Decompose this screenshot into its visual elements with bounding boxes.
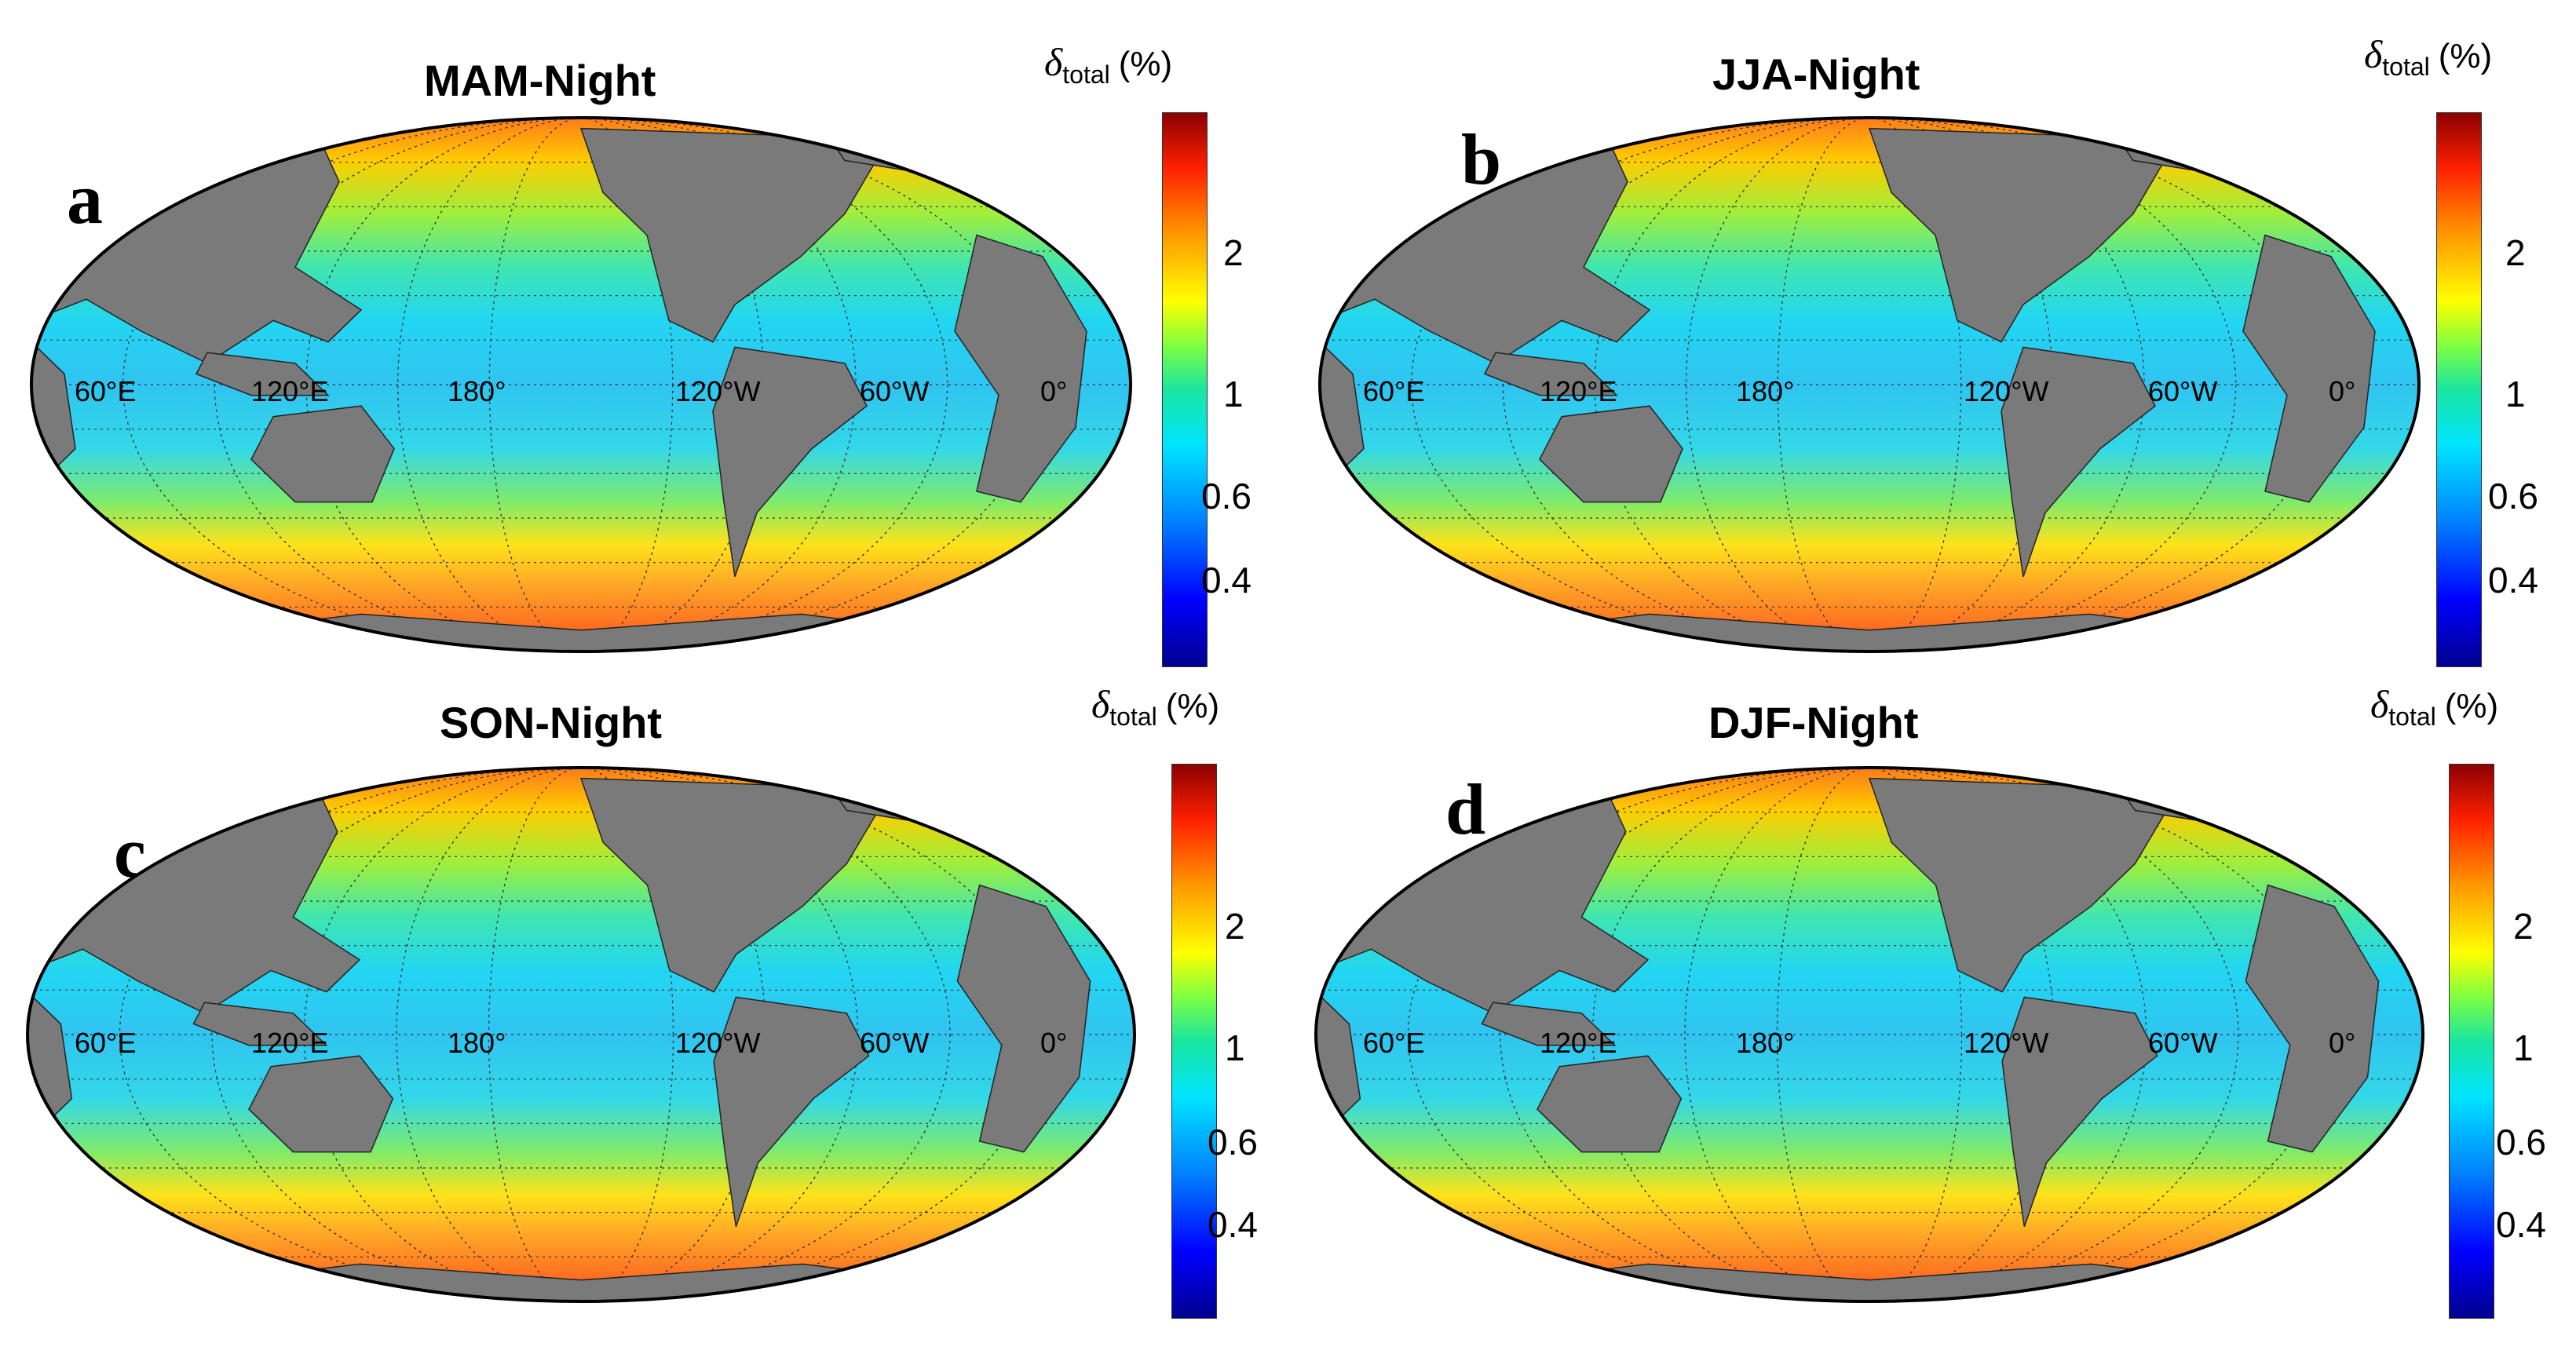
land-north-america [579, 777, 893, 993]
map-panel-b: JJA-Night b 60°E 120°E 180° 120°W 60°W 0… [1288, 0, 2576, 683]
panel-letter: d [1445, 769, 1486, 849]
lon-label-60e: 60°E [1363, 1027, 1425, 1059]
land-indonesia [1481, 1002, 1617, 1046]
land-australia [1539, 405, 1683, 503]
map-body [27, 768, 1135, 1301]
lon-label-180: 180° [448, 375, 506, 407]
lon-label-120e: 120°E [1540, 375, 1617, 407]
land-south-america [713, 996, 870, 1228]
lon-label-120e: 120°E [251, 375, 329, 407]
lon-label-120w: 120°W [1964, 375, 2049, 407]
colorbar-tick-2: 2 [2505, 232, 2526, 273]
colorbar-tick-1: 1 [1223, 374, 1244, 414]
mollweide-map [1314, 766, 2424, 1303]
colorbar [2436, 112, 2482, 667]
lon-label-180: 180° [1736, 375, 1795, 407]
colorbar [1162, 112, 1208, 667]
land-australia [250, 405, 395, 503]
colorbar-tick-1: 1 [2505, 374, 2526, 414]
lon-label-120w: 120°W [675, 1027, 761, 1059]
land-indonesia [192, 1002, 328, 1046]
land-north-america [1868, 127, 2179, 343]
land-south-america [712, 346, 868, 578]
mollweide-map [1318, 116, 2421, 653]
panel-title: MAM-Night [424, 56, 656, 105]
land-africa-east [956, 884, 1091, 1153]
lon-label-60w: 60°W [2148, 1027, 2218, 1059]
land-australia [248, 1055, 394, 1153]
colorbar [2449, 764, 2494, 1319]
map-outline [26, 766, 1136, 1303]
colorbar-tick-0.6: 0.6 [1201, 476, 1251, 516]
lon-label-0: 0° [1040, 375, 1068, 407]
colorbar-title: δtotal (%) [1091, 682, 1220, 731]
lon-label-120w: 120°W [675, 375, 761, 407]
lon-label-120w: 120°W [1964, 1027, 2049, 1059]
land-north-america [1868, 777, 2181, 993]
colorbar-title: δtotal (%) [2364, 32, 2493, 81]
lon-label-120e: 120°E [1540, 1027, 1617, 1059]
map-outline [1314, 766, 2424, 1303]
lon-label-60e: 60°E [75, 1027, 137, 1059]
lon-label-0: 0° [1040, 1027, 1068, 1059]
panel-title: JJA-Night [1712, 49, 1920, 99]
lon-label-60w: 60°W [860, 1027, 930, 1059]
lon-label-180: 180° [1736, 1027, 1795, 1059]
colorbar-title: δtotal (%) [2370, 682, 2499, 731]
lon-label-120e: 120°E [251, 1027, 329, 1059]
colorbar-tick-0.6: 0.6 [1208, 1122, 1258, 1162]
colorbar-tick-0.4: 0.4 [2496, 1204, 2546, 1245]
land-indonesia [195, 352, 330, 396]
map-body [1316, 768, 2423, 1301]
colorbar [1171, 764, 1217, 1319]
map-panel-c: SON-Night c 60°E 120°E 180° 120°W 60°W 0… [0, 681, 1288, 1364]
lon-label-60w: 60°W [2148, 375, 2218, 407]
lon-label-0: 0° [2329, 375, 2356, 407]
map-body [31, 118, 1131, 651]
lon-label-60w: 60°W [860, 375, 930, 407]
map-panel-a: MAM-Night a 60°E 120°E 180° 120°W 60°W 0… [0, 0, 1288, 683]
colorbar-title: δtotal (%) [1044, 40, 1173, 89]
mollweide-map [30, 116, 1132, 653]
land-indonesia [1483, 352, 1618, 396]
lon-label-0: 0° [2329, 1027, 2356, 1059]
colorbar-tick-1: 1 [2513, 1027, 2534, 1068]
land-south-america [2001, 996, 2158, 1228]
map-outline [30, 116, 1132, 653]
land-africa-east [2245, 884, 2380, 1153]
land-africa-east [954, 234, 1087, 503]
colorbar-tick-0.6: 0.6 [2496, 1122, 2546, 1162]
lon-label-60e: 60°E [1363, 375, 1425, 407]
land-africa-east [2242, 234, 2376, 503]
colorbar-tick-0.6: 0.6 [2488, 476, 2538, 516]
panel-letter: b [1461, 119, 1502, 199]
land-australia [1536, 1055, 1683, 1153]
land-north-america [579, 127, 890, 343]
colorbar-tick-0.4: 0.4 [2488, 560, 2538, 600]
map-outline [1318, 116, 2421, 653]
lon-label-60e: 60°E [75, 375, 137, 407]
colorbar-tick-2: 2 [2513, 906, 2534, 947]
mollweide-map [26, 766, 1136, 1303]
map-panel-d: DJF-Night d 60°E 120°E 180° 120°W 60°W 0… [1288, 681, 2576, 1364]
colorbar-tick-1: 1 [1225, 1027, 1245, 1068]
panel-title: DJF-Night [1708, 698, 1919, 747]
colorbar-tick-2: 2 [1225, 906, 1245, 947]
panel-title: SON-Night [440, 698, 663, 747]
map-body [1320, 118, 2419, 651]
colorbar-tick-0.4: 0.4 [1201, 560, 1251, 600]
lon-label-180: 180° [448, 1027, 506, 1059]
colorbar-tick-2: 2 [1223, 232, 1244, 273]
land-south-america [2001, 346, 2156, 578]
colorbar-tick-0.4: 0.4 [1208, 1204, 1258, 1245]
panel-letter: a [67, 159, 103, 239]
